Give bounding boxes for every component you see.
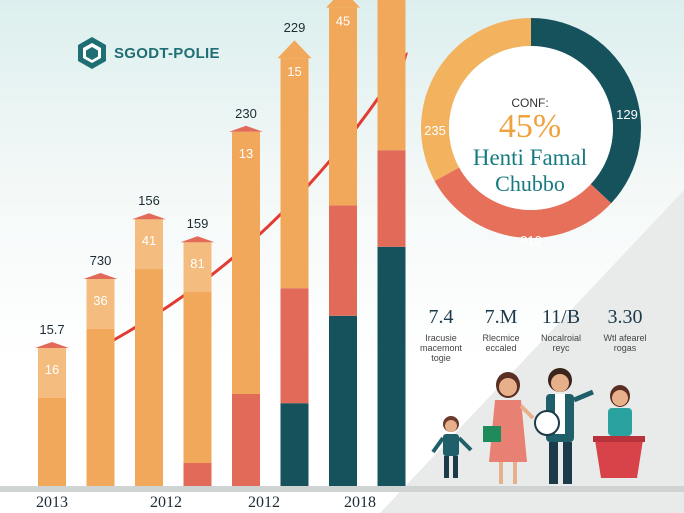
father-figure [534, 368, 594, 484]
child-figure [431, 416, 473, 478]
donut-line1: Henti Famal [472, 145, 588, 170]
bar-2-inner-label: 36 [93, 293, 107, 308]
bar-1-highlight [38, 348, 66, 398]
donut-top-label: CONF: [511, 96, 549, 110]
bar-1-cap [35, 342, 69, 348]
ground-line [0, 486, 684, 492]
stat-4: 3.30 Wtl afearel rogas [590, 306, 660, 353]
bar-4-value-label: 159 [187, 216, 209, 231]
donut-segment-2 [434, 167, 612, 238]
bar-1-value-label: 15.7 [39, 322, 64, 337]
bar-6-segment-coral [280, 288, 309, 404]
bar-5-segment-orange [232, 131, 260, 395]
donut-right-value: 129 [616, 107, 638, 122]
logo-text: SGODT-POLIE [114, 44, 220, 62]
bar-4-highlight [183, 242, 212, 293]
bar-5-cap [229, 125, 263, 132]
bar-2-cap [83, 273, 118, 279]
bar-4-cap [180, 236, 215, 243]
bar-1-inner-label: 16 [45, 362, 59, 377]
daughter-figure [593, 385, 645, 478]
bar-5-segment-coral [232, 394, 260, 486]
stat-2: 7.M Rlecmice eccaled [466, 306, 536, 353]
stat-3-label: Nocalroial reyc [540, 333, 582, 353]
stat-1: 7.4 Iracusie macemont togie [406, 306, 476, 363]
bar-2-highlight [86, 279, 115, 329]
donut-hole [449, 46, 613, 210]
bar-3-inner-label: 41 [142, 233, 156, 248]
stat-3-value: 11/B [541, 306, 581, 328]
x-label-2: 2012 [150, 494, 182, 511]
bar-7-inner-label: 45 [336, 14, 350, 29]
x-label-3: 2012 [248, 494, 280, 511]
bar-7-segment-coral [329, 205, 357, 316]
bar-4-segment-coral [183, 463, 212, 486]
stat-1-value: 7.4 [428, 306, 454, 328]
bar-6-value-label: 229 [284, 20, 306, 35]
logo: SGODT-POLIE [76, 36, 220, 70]
stat-2-label: Rlecmice eccaled [482, 333, 520, 353]
bar-3-cap [132, 213, 166, 220]
bar-7-segment-teal [329, 315, 357, 486]
mother-figure [483, 372, 535, 484]
donut-left-value: 235 [424, 123, 446, 138]
donut-bottom-value: 810 [520, 233, 542, 248]
bar-3-value-label: 156 [138, 193, 160, 208]
stat-2-value: 7.M [484, 306, 518, 328]
family-illustration [431, 368, 645, 484]
stat-4-label: Wtl afearel rogas [603, 333, 647, 353]
bar-6-segment-orange [280, 58, 309, 289]
bar-7-segment-orange [329, 7, 357, 206]
bar-6-cap [277, 40, 312, 59]
stat-3: 11/B Nocalroial reyc [526, 306, 596, 353]
bar-4-inner-label: 81 [190, 256, 204, 271]
bar-7-cap [326, 0, 360, 8]
donut-percent: 45% [498, 108, 562, 145]
bar-8-segment-coral [377, 150, 406, 247]
donut-segment-3 [531, 18, 642, 204]
x-label-4: 2018 [344, 494, 376, 511]
stat-4-value: 3.30 [607, 306, 643, 328]
hexagon-logo-icon [78, 37, 106, 69]
bar-6-inner-label: 15 [287, 64, 301, 79]
x-label-1: 2013 [36, 494, 68, 511]
bar-8-segment-teal [377, 246, 406, 486]
bar-2-value-label: 730 [90, 253, 112, 268]
donut-line2: Chubbo [495, 171, 565, 196]
donut-chart [421, 18, 642, 238]
donut-segment-1 [421, 18, 531, 181]
bar-3-highlight [135, 219, 163, 270]
bar-8-segment-orange [377, 0, 406, 151]
bar-6-segment-teal [280, 403, 309, 486]
bar-5-value-label: 230 [235, 106, 257, 121]
stat-1-label: Iracusie macemont togie [419, 333, 463, 363]
bar-5-inner-label: 13 [239, 146, 253, 161]
